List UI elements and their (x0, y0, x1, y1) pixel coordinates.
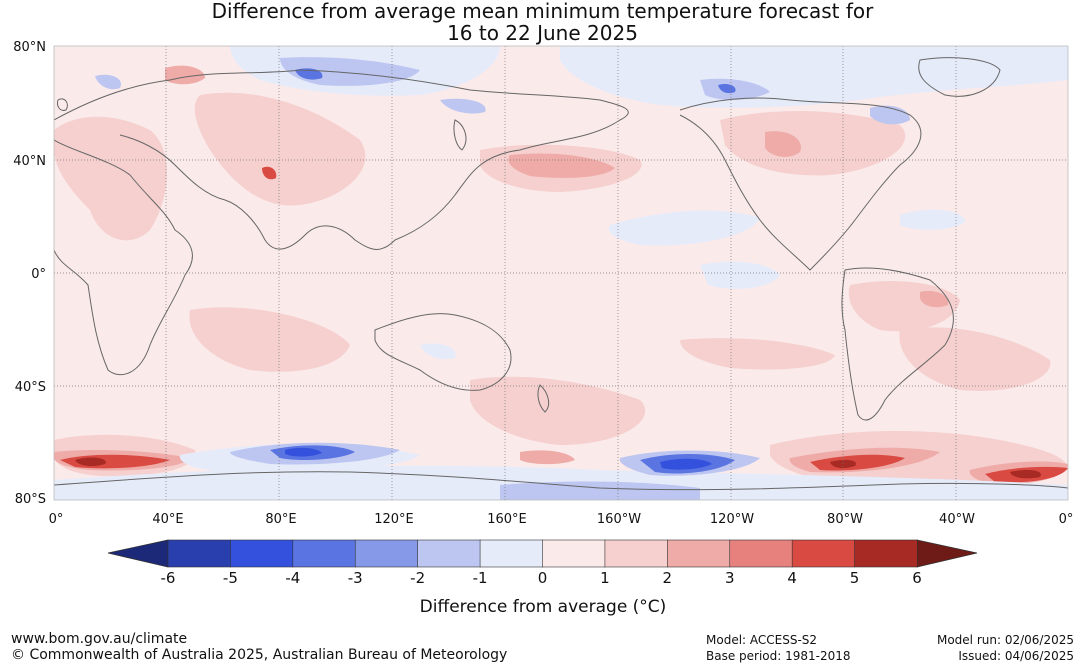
coldest-core-pacific-southern (660, 458, 712, 470)
map-title-line2: 16 to 22 June 2025 (447, 21, 638, 45)
colorbar-segment (791, 539, 856, 568)
warm-patch-europe-africa (54, 116, 167, 241)
colorbar-segment (354, 539, 419, 568)
coast-africa (54, 139, 193, 376)
cool-patch-atlantic (900, 209, 965, 230)
cold-core-alaska (718, 83, 736, 94)
coastlines (54, 57, 1068, 491)
coast-greenland (918, 57, 1001, 97)
cool-patch-tropical-pacific (700, 261, 780, 289)
colorbar-tick-label: 1 (600, 569, 610, 587)
lon-label-40e: 40°E (152, 512, 183, 527)
warm-core-north-pacific (508, 153, 615, 178)
footer-website[interactable]: www.bom.gov.au/climate (11, 631, 188, 647)
coldest-core-indian-southern (285, 447, 322, 457)
warm-patch-south-pacific (470, 376, 646, 445)
coast-japan (453, 119, 467, 151)
coast-south-america (841, 267, 954, 421)
colorbar-label: Difference from average (°C) (420, 597, 667, 617)
hottest-core-southern-west (75, 457, 106, 467)
warm-patch-south-atlantic (899, 327, 1051, 391)
colorbar-tick-label: 6 (912, 569, 922, 587)
cooler-southern-band (500, 481, 700, 500)
lon-label-80w: 80°W (827, 512, 863, 527)
colorbar-tick-label: -4 (285, 569, 300, 587)
colorbar-tick-label: 0 (538, 569, 548, 587)
coast-antarctica (54, 471, 1068, 491)
colorbar-tick-label: -6 (161, 569, 176, 587)
warm-patch-asia (194, 92, 366, 206)
coast-north-america (679, 97, 922, 271)
graticule (54, 46, 1068, 500)
colorbar-tick-label: -3 (348, 569, 363, 587)
warm-patch-north-america (720, 110, 906, 176)
colorbar-tick-label: -5 (223, 569, 238, 587)
colorbar-segment (604, 539, 668, 568)
colorbar-segment (417, 539, 481, 568)
lon-label-160w: 160°W (597, 512, 641, 527)
colorbar-tick-label: 3 (725, 569, 735, 587)
map-frame (53, 45, 1069, 501)
hot-core-central-asia (262, 166, 277, 180)
colorbar-tick-label: -2 (410, 569, 425, 587)
colorbar-tick-label: 2 (663, 569, 673, 587)
cool-patch-north-pacific (608, 210, 760, 246)
coast-new-zealand (537, 384, 550, 413)
cooler-siberia-east (440, 98, 486, 114)
colorbar-segment (854, 539, 918, 568)
footer-copyright: © Commonwealth of Australia 2025, Austra… (11, 647, 508, 663)
colorbar-segment (167, 539, 232, 568)
lat-label-40n: 40°N (13, 154, 46, 169)
colorbar-tick-label: 5 (850, 569, 860, 587)
hot-core-southern-east (810, 454, 905, 471)
lon-label-0-right: 0° (1059, 512, 1074, 527)
warm-core-south-pacific (520, 450, 575, 465)
hottest-core-southern-far-east (1010, 469, 1041, 479)
colorbar-segment (230, 539, 294, 568)
cold-core-arctic (295, 68, 323, 80)
colorbar-segment (667, 539, 731, 568)
colorbar: -6 -5 -4 -3 -2 -1 0 1 2 3 4 5 6 (107, 539, 978, 587)
colorbar-segment (542, 539, 606, 568)
lon-label-0-left: 0° (49, 512, 64, 527)
cool-patch-indian-ocean (420, 343, 456, 360)
cooler-scandinavia (95, 74, 121, 90)
colorbar-high-extension (916, 539, 978, 568)
colorbar-segment (729, 539, 793, 568)
colorbar-low-extension (107, 539, 169, 568)
cool-patch-arctic-america (560, 46, 1068, 108)
colorbar-tick-label: -1 (473, 569, 488, 587)
colorbar-segment (479, 539, 544, 568)
anomaly-fields (54, 46, 1068, 500)
lon-label-80e: 80°E (265, 512, 296, 527)
footer-model: Model: ACCESS-S2 (706, 633, 818, 647)
footer-issued: Issued: 04/06/2025 (958, 649, 1074, 663)
footer-base-period: Base period: 1981-2018 (706, 649, 851, 663)
warm-patch-indian-ocean (189, 307, 350, 372)
colorbar-tick-label: 4 (787, 569, 797, 587)
warm-core-europe (165, 65, 205, 85)
lon-label-160e: 160°E (487, 512, 527, 527)
coast-eurasia (54, 69, 629, 250)
lat-label-eq: 0° (31, 267, 46, 282)
footer-model-run: Model run: 02/06/2025 (936, 633, 1074, 647)
hottest-core-southern-east (830, 459, 856, 469)
warm-core-north-america (765, 131, 801, 157)
lat-label-40s: 40°S (15, 380, 46, 395)
warm-core-south-america (920, 290, 949, 308)
lon-label-120e: 120°E (374, 512, 414, 527)
colorbar-segment (292, 539, 356, 568)
coast-uk (57, 98, 68, 111)
coast-australia (374, 313, 512, 391)
lat-label-80s: 80°S (15, 492, 46, 507)
lon-label-120w: 120°W (710, 512, 754, 527)
lon-label-40w: 40°W (939, 512, 975, 527)
map-title-line1: Difference from average mean minimum tem… (211, 0, 874, 23)
warm-patch-south-pacific-mid (680, 338, 835, 370)
lat-label-80n: 80°N (13, 40, 46, 55)
